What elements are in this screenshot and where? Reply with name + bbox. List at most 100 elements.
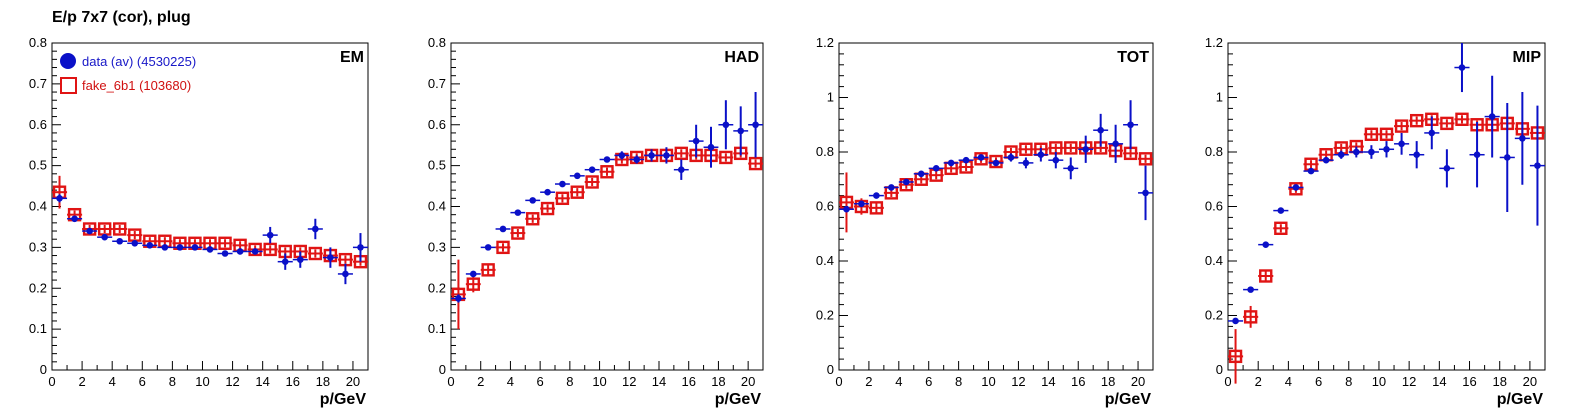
fake-point: [1138, 152, 1153, 166]
y-tick-label: 1.2: [816, 35, 834, 50]
data-point: [648, 152, 655, 159]
data-point: [455, 295, 462, 302]
fake-point: [1409, 113, 1424, 128]
x-tick-label: 6: [537, 374, 544, 389]
y-tick-label: 0.4: [428, 199, 446, 214]
y-tick-label: 0.1: [29, 321, 47, 336]
y-tick-label: 0.1: [428, 321, 446, 336]
data-point: [707, 143, 715, 151]
data-point: [1368, 148, 1375, 156]
data-point: [1097, 126, 1104, 134]
y-tick-label: 0.2: [29, 280, 47, 295]
y-tick-label: 0.8: [816, 144, 834, 159]
data-point: [752, 121, 759, 129]
chart-panel-had: 0 2 4 6 8 10 12 14 16 18 20 0 0.1 0.2 0.3 0.4 0.5 0.6 0.7 0…: [428, 35, 764, 408]
y-tick-label: 1.2: [1205, 35, 1223, 50]
data-point: [1428, 129, 1436, 137]
fake-point: [1394, 119, 1409, 133]
x-tick-label: 18: [1492, 374, 1506, 389]
data-point: [236, 248, 244, 255]
data-point: [1353, 148, 1360, 156]
data-point: [737, 127, 745, 135]
y-tick-label: 0: [827, 362, 834, 377]
x-tick-label: 0: [48, 374, 55, 389]
data-point: [603, 156, 611, 163]
data-point: [692, 137, 700, 145]
x-tick-label: 2: [1255, 374, 1262, 389]
data-point: [1443, 165, 1451, 172]
fake-point: [1379, 127, 1394, 141]
x-tick-label: 20: [346, 374, 360, 389]
data-point: [484, 244, 492, 251]
x-tick-label: 20: [1523, 374, 1537, 389]
data-point: [843, 205, 850, 213]
fake-point: [555, 191, 570, 206]
x-tick-label: 14: [1041, 374, 1055, 389]
fake-point: [600, 165, 614, 179]
fake-point: [128, 228, 142, 242]
legend-data-marker: [60, 53, 76, 69]
fake-point: [248, 242, 262, 257]
data-point: [1142, 189, 1149, 197]
data-point: [357, 244, 364, 251]
plot-frame: [1227, 42, 1546, 371]
data-point: [1488, 113, 1496, 120]
x-tick-label: 10: [592, 374, 606, 389]
fake-point: [719, 150, 733, 165]
data-point: [131, 239, 139, 247]
fake-point: [674, 146, 688, 161]
data-point: [146, 242, 154, 249]
data-point: [992, 159, 1000, 167]
data-point: [176, 244, 184, 251]
data-point: [101, 233, 108, 241]
x-tick-label: 12: [1402, 374, 1416, 389]
x-tick-label: 4: [109, 374, 116, 389]
y-tick-label: 0.4: [29, 199, 47, 214]
fake-point: [748, 156, 763, 171]
x-tick-label: 2: [78, 374, 85, 389]
data-point: [327, 254, 334, 261]
data-point: [663, 152, 670, 159]
data-point: [514, 209, 522, 216]
data-point: [1322, 156, 1330, 164]
chart-panel-em: 0 2 4 6 8 10 12 14 16 18 20 0 0.1 0.2 0.3 0.4 0.5 0.6 0.7 0…: [29, 35, 369, 408]
fake-point: [308, 246, 323, 261]
fake-point: [989, 154, 1003, 169]
data-point: [281, 258, 289, 265]
y-tick-label: 0.3: [428, 239, 446, 254]
x-tick-label: 10: [981, 374, 995, 389]
x-tick-label: 16: [286, 374, 300, 389]
data-point: [116, 237, 124, 245]
data-point: [1247, 286, 1254, 293]
fake-point: [1289, 182, 1303, 196]
x-tick-label: 4: [895, 374, 902, 389]
data-point: [677, 166, 685, 174]
data-point: [858, 200, 865, 208]
page-title: E/p 7x7 (cor), plug: [52, 9, 191, 26]
data-point: [1232, 317, 1239, 325]
data-point: [342, 270, 349, 278]
x-tick-label: 18: [316, 374, 330, 389]
data-point: [206, 246, 214, 253]
fake-point: [1049, 141, 1063, 155]
fake-point: [466, 277, 480, 291]
x-tick-label: 0: [835, 374, 842, 389]
y-tick-label: 0.5: [428, 158, 446, 173]
data-point: [1037, 151, 1045, 159]
fake-point: [570, 185, 584, 199]
fake-point: [1440, 116, 1454, 131]
legend-fake-label: fake_6b1 (103680): [82, 78, 191, 93]
data-point: [266, 231, 274, 239]
data-point: [888, 184, 895, 191]
y-tick-label: 0.2: [428, 280, 446, 295]
x-tick-label: 8: [1345, 374, 1352, 389]
data-point: [71, 215, 78, 223]
data-point: [1383, 145, 1390, 153]
data-point: [1534, 162, 1541, 169]
chart-panel-mip: 0 2 4 6 8 10 12 14 16 18 20 0 0.2 0.4 0.6 0.8 1 1.2 MIP p/G…: [1205, 35, 1546, 408]
data-point: [1022, 159, 1030, 167]
y-tick-label: 0.7: [428, 76, 446, 91]
y-tick-label: 0: [1216, 362, 1223, 377]
fake-point: [113, 222, 127, 236]
